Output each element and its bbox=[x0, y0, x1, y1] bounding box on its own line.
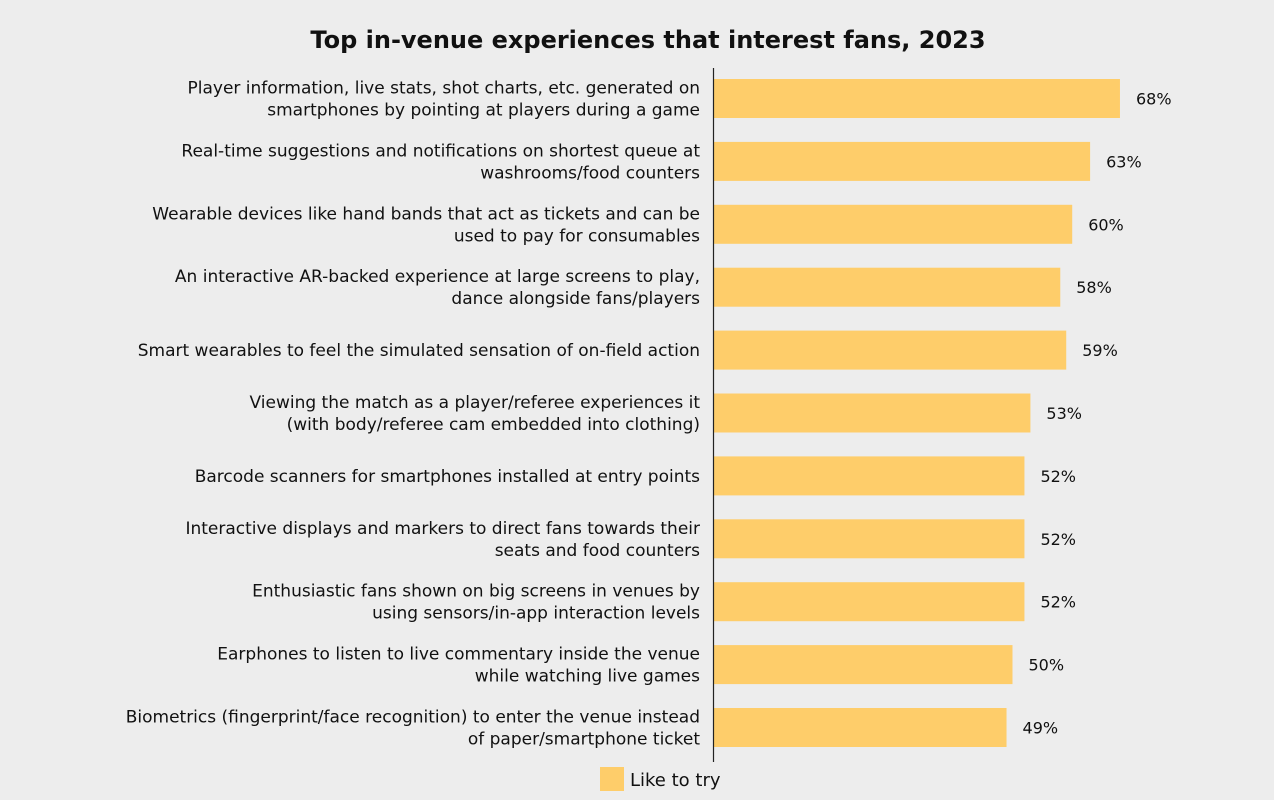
category-label: Enthusiastic fans shown on big screens i… bbox=[252, 582, 700, 624]
legend-label: Like to try bbox=[630, 770, 721, 791]
category-label: Earphones to listen to live commentary i… bbox=[217, 645, 700, 687]
category-label-line: (with body/referee cam embedded into clo… bbox=[287, 415, 700, 435]
data-label: 49% bbox=[1023, 719, 1059, 738]
category-label: Wearable devices like hand bands that ac… bbox=[152, 204, 700, 246]
bars-layer: 68% Player information, live stats, shot … bbox=[126, 79, 1172, 750]
category-label-line: used to pay for consumables bbox=[454, 226, 700, 246]
category-label: Player information, live stats, shot cha… bbox=[188, 79, 701, 121]
category-label-line: Player information, live stats, shot cha… bbox=[188, 79, 701, 99]
category-label-line: Biometrics (fingerprint/face recognition… bbox=[126, 708, 700, 728]
data-label: 52% bbox=[1040, 467, 1076, 486]
category-label-line: dance alongside fans/players bbox=[451, 289, 700, 309]
category-label-line: washrooms/food counters bbox=[480, 163, 700, 183]
category-label: Smart wearables to feel the simulated se… bbox=[138, 341, 700, 361]
category-label-line: An interactive AR-backed experience at l… bbox=[175, 267, 700, 287]
category-label: Biometrics (fingerprint/face recognition… bbox=[126, 708, 701, 750]
category-label-line: Wearable devices like hand bands that ac… bbox=[152, 204, 700, 224]
legend-swatch bbox=[600, 767, 624, 791]
category-label: Viewing the match as a player/referee ex… bbox=[250, 393, 701, 435]
category-label-line: using sensors/in-app interaction levels bbox=[372, 604, 700, 624]
data-label: 68% bbox=[1136, 90, 1172, 109]
category-label-line: Enthusiastic fans shown on big screens i… bbox=[252, 582, 700, 602]
bar bbox=[714, 204, 1073, 244]
category-label: Barcode scanners for smartphones install… bbox=[195, 467, 700, 487]
bar bbox=[714, 519, 1025, 559]
category-label: Real-time suggestions and notifications … bbox=[181, 141, 700, 183]
bar bbox=[714, 582, 1025, 622]
bar bbox=[714, 456, 1025, 496]
bar bbox=[714, 645, 1013, 685]
data-label: 60% bbox=[1088, 215, 1124, 234]
page-edge bbox=[1274, 0, 1281, 800]
data-label: 50% bbox=[1029, 656, 1065, 675]
data-label: 63% bbox=[1106, 152, 1142, 171]
category-label-line: Earphones to listen to live commentary i… bbox=[217, 645, 700, 665]
legend: Like to try bbox=[600, 767, 721, 791]
category-label-line: of paper/smartphone ticket bbox=[468, 730, 700, 750]
chart-title: Top in-venue experiences that interest f… bbox=[310, 26, 985, 54]
data-label: 53% bbox=[1046, 404, 1082, 423]
bar bbox=[714, 79, 1120, 118]
category-label: An interactive AR-backed experience at l… bbox=[175, 267, 700, 309]
bar bbox=[714, 330, 1067, 370]
category-label-line: seats and food counters bbox=[495, 541, 700, 561]
data-label: 52% bbox=[1040, 593, 1076, 612]
data-label: 58% bbox=[1076, 278, 1112, 297]
bar bbox=[714, 267, 1061, 307]
data-label: 52% bbox=[1040, 530, 1076, 549]
bar bbox=[714, 708, 1007, 747]
category-label-line: Viewing the match as a player/referee ex… bbox=[250, 393, 701, 413]
bar bbox=[714, 393, 1031, 433]
data-label: 59% bbox=[1082, 341, 1118, 360]
category-label: Interactive displays and markers to dire… bbox=[185, 519, 700, 561]
bar bbox=[714, 141, 1091, 181]
category-label-line: Barcode scanners for smartphones install… bbox=[195, 467, 700, 487]
category-label-line: Real-time suggestions and notifications … bbox=[181, 141, 700, 161]
category-label-line: smartphones by pointing at players durin… bbox=[267, 101, 700, 121]
category-label-line: Smart wearables to feel the simulated se… bbox=[138, 341, 700, 361]
category-label-line: while watching live games bbox=[475, 667, 700, 687]
category-label-line: Interactive displays and markers to dire… bbox=[185, 519, 700, 539]
